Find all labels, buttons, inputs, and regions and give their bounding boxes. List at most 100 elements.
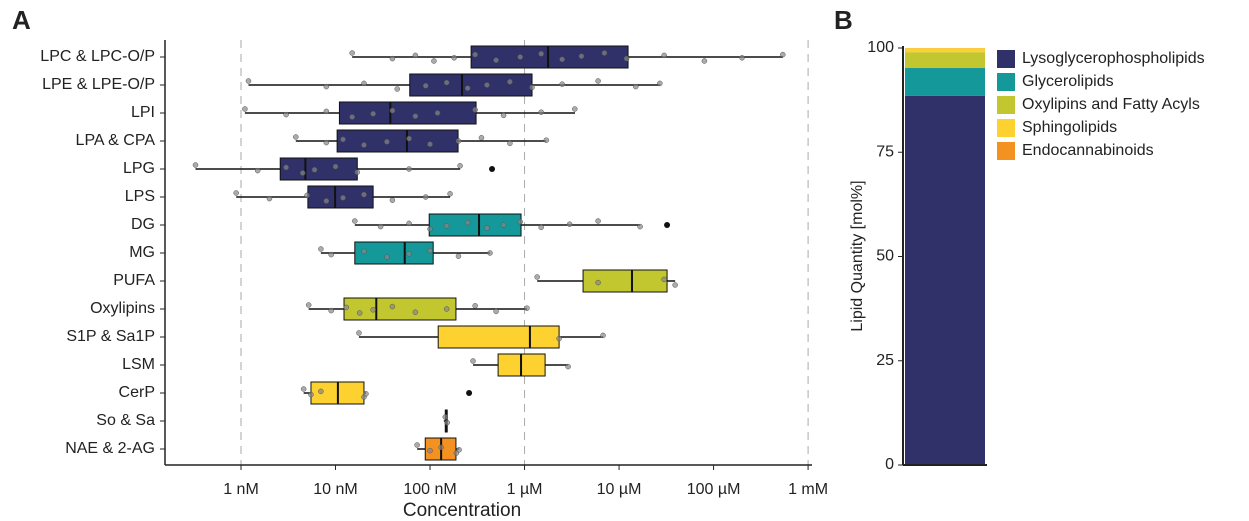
data-point bbox=[457, 163, 463, 169]
data-point bbox=[578, 53, 585, 59]
data-point bbox=[349, 114, 355, 120]
data-point bbox=[447, 191, 453, 197]
y-tick-label: Oxylipins bbox=[90, 300, 155, 317]
y-tick-label: S1P & Sa1P bbox=[66, 328, 155, 345]
data-point bbox=[192, 162, 199, 168]
y-tick-label: LPA & CPA bbox=[76, 132, 156, 149]
y-tick-label: MG bbox=[129, 244, 155, 261]
y-tick-label: 0 bbox=[885, 456, 894, 473]
data-point bbox=[412, 52, 419, 59]
data-point bbox=[318, 246, 324, 252]
data-point bbox=[300, 386, 307, 392]
panel-label: A bbox=[12, 5, 31, 35]
data-point bbox=[538, 51, 544, 57]
legend-swatch bbox=[997, 96, 1015, 114]
data-point bbox=[343, 304, 350, 311]
data-point bbox=[443, 79, 450, 86]
data-point bbox=[739, 55, 745, 61]
data-point bbox=[565, 363, 571, 370]
data-point bbox=[283, 111, 289, 118]
outlier bbox=[466, 390, 473, 396]
bar-segment bbox=[905, 48, 985, 53]
y-tick-label: 25 bbox=[876, 352, 894, 369]
box bbox=[343, 297, 457, 321]
data-point bbox=[566, 221, 573, 227]
data-point bbox=[661, 52, 667, 59]
data-point bbox=[442, 414, 449, 420]
data-point bbox=[472, 107, 478, 113]
y-tick-label: 75 bbox=[876, 143, 894, 160]
data-point bbox=[507, 140, 513, 147]
data-point bbox=[354, 169, 361, 175]
data-point bbox=[323, 139, 330, 146]
data-point bbox=[323, 83, 330, 90]
data-point bbox=[377, 223, 384, 230]
data-point bbox=[538, 109, 544, 115]
legend-swatch bbox=[997, 119, 1015, 137]
data-point bbox=[370, 111, 376, 117]
bar-segment bbox=[905, 95, 985, 465]
data-point bbox=[543, 137, 550, 143]
data-point bbox=[427, 226, 433, 232]
data-point bbox=[464, 219, 471, 226]
data-point bbox=[406, 251, 412, 257]
data-point bbox=[340, 136, 346, 143]
data-point bbox=[517, 219, 523, 225]
data-point bbox=[661, 276, 667, 283]
data-point bbox=[595, 78, 601, 84]
outlier bbox=[664, 222, 671, 228]
data-point bbox=[559, 81, 565, 87]
x-tick-label: 100 µM bbox=[687, 481, 741, 498]
box bbox=[582, 269, 668, 293]
data-point bbox=[311, 167, 318, 173]
data-point bbox=[524, 305, 530, 311]
y-tick-label: CerP bbox=[119, 384, 155, 401]
legend-swatch bbox=[997, 142, 1015, 160]
data-point bbox=[384, 139, 390, 145]
legend-label: Glycerolipids bbox=[1022, 73, 1114, 90]
x-tick-label: 100 nM bbox=[403, 481, 456, 498]
data-point bbox=[412, 113, 419, 119]
data-point bbox=[352, 218, 358, 224]
data-point bbox=[632, 83, 639, 90]
x-tick-label: 10 µM bbox=[597, 481, 642, 498]
data-point bbox=[484, 225, 490, 231]
x-tick-label: 1 nM bbox=[223, 481, 259, 498]
data-point bbox=[559, 56, 565, 63]
data-point bbox=[451, 55, 457, 61]
data-point bbox=[517, 54, 523, 60]
data-point bbox=[534, 274, 540, 280]
y-tick-label: So & Sa bbox=[96, 412, 155, 429]
data-point bbox=[601, 50, 608, 56]
data-point bbox=[572, 106, 578, 112]
data-point bbox=[427, 447, 433, 454]
data-point bbox=[384, 254, 390, 260]
legend-swatch bbox=[997, 73, 1015, 91]
data-point bbox=[242, 106, 248, 112]
y-tick-label: LPS bbox=[125, 188, 155, 205]
data-point bbox=[323, 198, 330, 204]
x-axis-label: Concentration bbox=[403, 500, 521, 521]
y-tick-label: 50 bbox=[876, 248, 894, 265]
box bbox=[428, 213, 522, 237]
data-point bbox=[349, 50, 355, 56]
data-point bbox=[332, 163, 339, 170]
data-point bbox=[538, 224, 544, 231]
y-tick-label: LPE & LPE-O/P bbox=[42, 76, 155, 93]
data-point bbox=[406, 135, 412, 142]
data-point bbox=[493, 308, 499, 315]
data-point bbox=[444, 419, 450, 426]
data-point bbox=[529, 84, 535, 91]
data-point bbox=[394, 86, 401, 92]
y-tick-label: LSM bbox=[122, 356, 155, 373]
data-point bbox=[422, 83, 429, 89]
box bbox=[354, 241, 434, 265]
panel-label: B bbox=[834, 5, 853, 35]
x-tick-label: 1 mM bbox=[788, 481, 828, 498]
data-point bbox=[600, 332, 606, 339]
data-point bbox=[266, 195, 273, 202]
y-tick-label: LPI bbox=[131, 104, 155, 121]
data-point bbox=[422, 194, 429, 200]
data-point bbox=[293, 134, 299, 140]
